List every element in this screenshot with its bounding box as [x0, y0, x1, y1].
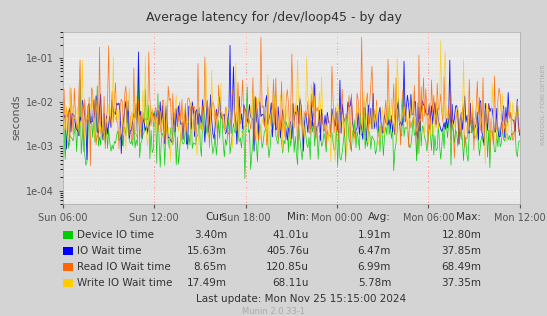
Text: 17.49m: 17.49m — [187, 278, 227, 288]
Text: 37.85m: 37.85m — [441, 246, 481, 256]
Text: 8.65m: 8.65m — [194, 262, 227, 272]
Text: 68.11u: 68.11u — [272, 278, 309, 288]
Text: 405.76u: 405.76u — [266, 246, 309, 256]
Text: Last update: Mon Nov 25 15:15:00 2024: Last update: Mon Nov 25 15:15:00 2024 — [196, 294, 406, 304]
Text: 6.47m: 6.47m — [358, 246, 391, 256]
Text: 6.99m: 6.99m — [358, 262, 391, 272]
Text: 5.78m: 5.78m — [358, 278, 391, 288]
Text: Max:: Max: — [456, 212, 481, 222]
Text: Device IO time: Device IO time — [77, 230, 154, 240]
Text: Avg:: Avg: — [368, 212, 391, 222]
Text: Read IO Wait time: Read IO Wait time — [77, 262, 170, 272]
Text: Cur:: Cur: — [205, 212, 227, 222]
Text: Average latency for /dev/loop45 - by day: Average latency for /dev/loop45 - by day — [146, 11, 401, 24]
Text: Munin 2.0.33-1: Munin 2.0.33-1 — [242, 307, 305, 316]
Text: 41.01u: 41.01u — [273, 230, 309, 240]
Text: Write IO Wait time: Write IO Wait time — [77, 278, 172, 288]
Text: 120.85u: 120.85u — [266, 262, 309, 272]
Text: 3.40m: 3.40m — [194, 230, 227, 240]
Text: 68.49m: 68.49m — [441, 262, 481, 272]
Text: IO Wait time: IO Wait time — [77, 246, 141, 256]
Text: 12.80m: 12.80m — [441, 230, 481, 240]
Text: Min:: Min: — [287, 212, 309, 222]
Text: RRDTOOL / TOBI OETIKER: RRDTOOL / TOBI OETIKER — [541, 64, 546, 145]
Text: 1.91m: 1.91m — [358, 230, 391, 240]
Y-axis label: seconds: seconds — [11, 95, 22, 140]
Text: 15.63m: 15.63m — [187, 246, 227, 256]
Text: 37.35m: 37.35m — [441, 278, 481, 288]
